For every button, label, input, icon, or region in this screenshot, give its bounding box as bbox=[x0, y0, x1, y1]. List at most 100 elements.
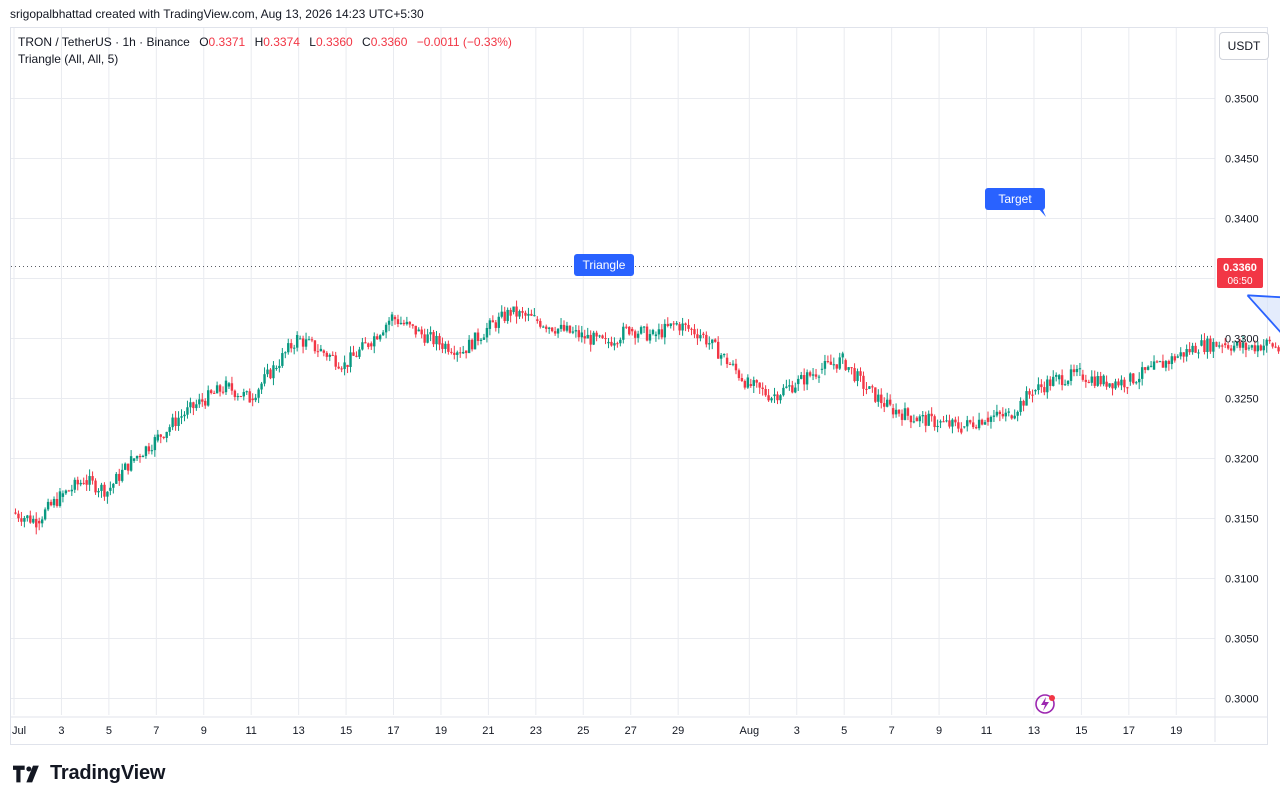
candle-body bbox=[622, 326, 625, 340]
candle-body bbox=[500, 311, 503, 317]
candle-body bbox=[438, 335, 441, 345]
candle-body bbox=[847, 367, 850, 370]
currency-button[interactable]: USDT bbox=[1219, 32, 1269, 60]
candle-body bbox=[654, 334, 658, 337]
candle-body bbox=[408, 321, 412, 325]
candle-body bbox=[91, 476, 94, 481]
candle-body bbox=[1259, 345, 1262, 351]
candle-body bbox=[129, 456, 133, 471]
candle-body bbox=[716, 341, 720, 359]
candle-body bbox=[746, 377, 750, 388]
candle-body bbox=[708, 343, 711, 345]
candle-body bbox=[215, 385, 219, 394]
y-tick-label: 0.3050 bbox=[1225, 634, 1259, 646]
candle-body bbox=[192, 402, 195, 409]
x-tick-label: 23 bbox=[530, 725, 542, 737]
tradingview-logo[interactable]: TradingView bbox=[12, 762, 165, 785]
candle-body bbox=[390, 314, 394, 321]
candle-body bbox=[829, 361, 833, 365]
candle-body bbox=[70, 489, 74, 492]
candle-body bbox=[263, 374, 266, 384]
candle-body bbox=[290, 343, 293, 349]
candle-body bbox=[963, 426, 966, 428]
candle-body bbox=[479, 339, 483, 341]
candle-body bbox=[802, 375, 806, 385]
candle-body bbox=[696, 334, 699, 339]
candle-body bbox=[1209, 338, 1212, 352]
candle-body bbox=[361, 342, 364, 350]
candle-body bbox=[1060, 375, 1064, 386]
candle-body bbox=[313, 340, 317, 352]
candle-body bbox=[666, 323, 669, 327]
candle-body bbox=[693, 329, 696, 335]
y-tick-label: 0.3000 bbox=[1225, 694, 1259, 706]
candle-body bbox=[1010, 415, 1013, 419]
candle-body bbox=[189, 402, 192, 408]
candle-body bbox=[35, 518, 38, 528]
candle-body bbox=[467, 339, 471, 354]
target-label-bg bbox=[985, 188, 1045, 210]
lightning-icon[interactable] bbox=[1035, 694, 1055, 714]
candle-body bbox=[728, 364, 732, 366]
candle-body bbox=[29, 515, 32, 523]
candle-body bbox=[1031, 394, 1034, 396]
x-tick-label: 7 bbox=[153, 725, 159, 737]
candle-body bbox=[583, 336, 586, 339]
chart-frame[interactable] bbox=[10, 27, 1268, 745]
candle-body bbox=[811, 374, 815, 376]
candle-body bbox=[224, 380, 228, 393]
candle-body bbox=[346, 364, 349, 367]
candle-body bbox=[1167, 361, 1171, 365]
candle-body bbox=[204, 400, 207, 406]
candle-body bbox=[737, 370, 741, 379]
candle-body bbox=[43, 509, 47, 520]
x-tick-label: 5 bbox=[841, 725, 847, 737]
triangle-label-bg bbox=[574, 254, 634, 276]
candle-body bbox=[168, 427, 171, 432]
candle-body bbox=[1114, 381, 1117, 389]
candle-body bbox=[871, 386, 874, 388]
candle-body bbox=[1096, 376, 1099, 386]
candle-body bbox=[642, 326, 646, 328]
candle-body bbox=[49, 501, 53, 506]
open-label: O bbox=[199, 35, 209, 49]
candle-body bbox=[126, 463, 130, 471]
candle-body bbox=[631, 328, 634, 332]
candle-body bbox=[752, 380, 755, 386]
candle-body bbox=[278, 365, 281, 368]
candle-body bbox=[488, 320, 492, 329]
candle-body bbox=[292, 347, 296, 349]
candle-body bbox=[942, 421, 945, 423]
x-tick-label: 17 bbox=[1123, 725, 1135, 737]
symbol-title[interactable]: TRON / TetherUS · 1h · Binance bbox=[18, 35, 190, 49]
candle-body bbox=[441, 343, 444, 349]
candle-body bbox=[103, 484, 106, 497]
candle-body bbox=[885, 399, 889, 407]
candle-body bbox=[912, 421, 916, 423]
high-value: 0.3374 bbox=[263, 35, 300, 49]
indicator-legend[interactable]: Triangle (All, All, 5) bbox=[18, 52, 119, 66]
candle-body bbox=[352, 352, 355, 356]
candle-body bbox=[1256, 345, 1260, 352]
candle-body bbox=[144, 446, 148, 456]
candle-body bbox=[387, 320, 391, 325]
candle-body bbox=[933, 416, 936, 428]
candle-body bbox=[147, 446, 151, 452]
candle-body bbox=[183, 414, 186, 417]
candle-body bbox=[850, 367, 853, 369]
candle-body bbox=[272, 365, 275, 379]
low-value: 0.3360 bbox=[315, 35, 353, 49]
candle-body bbox=[1146, 366, 1150, 370]
candle-body bbox=[539, 320, 542, 327]
candle-body bbox=[1093, 376, 1096, 386]
candle-body bbox=[26, 515, 29, 518]
tradingview-logo-icon bbox=[13, 765, 39, 782]
candle-body bbox=[1215, 341, 1218, 347]
candle-body bbox=[94, 480, 97, 493]
candle-body bbox=[542, 326, 545, 328]
candle-body bbox=[954, 419, 957, 423]
candle-body bbox=[123, 463, 127, 470]
candle-body bbox=[1143, 367, 1147, 370]
candle-body bbox=[636, 333, 640, 338]
